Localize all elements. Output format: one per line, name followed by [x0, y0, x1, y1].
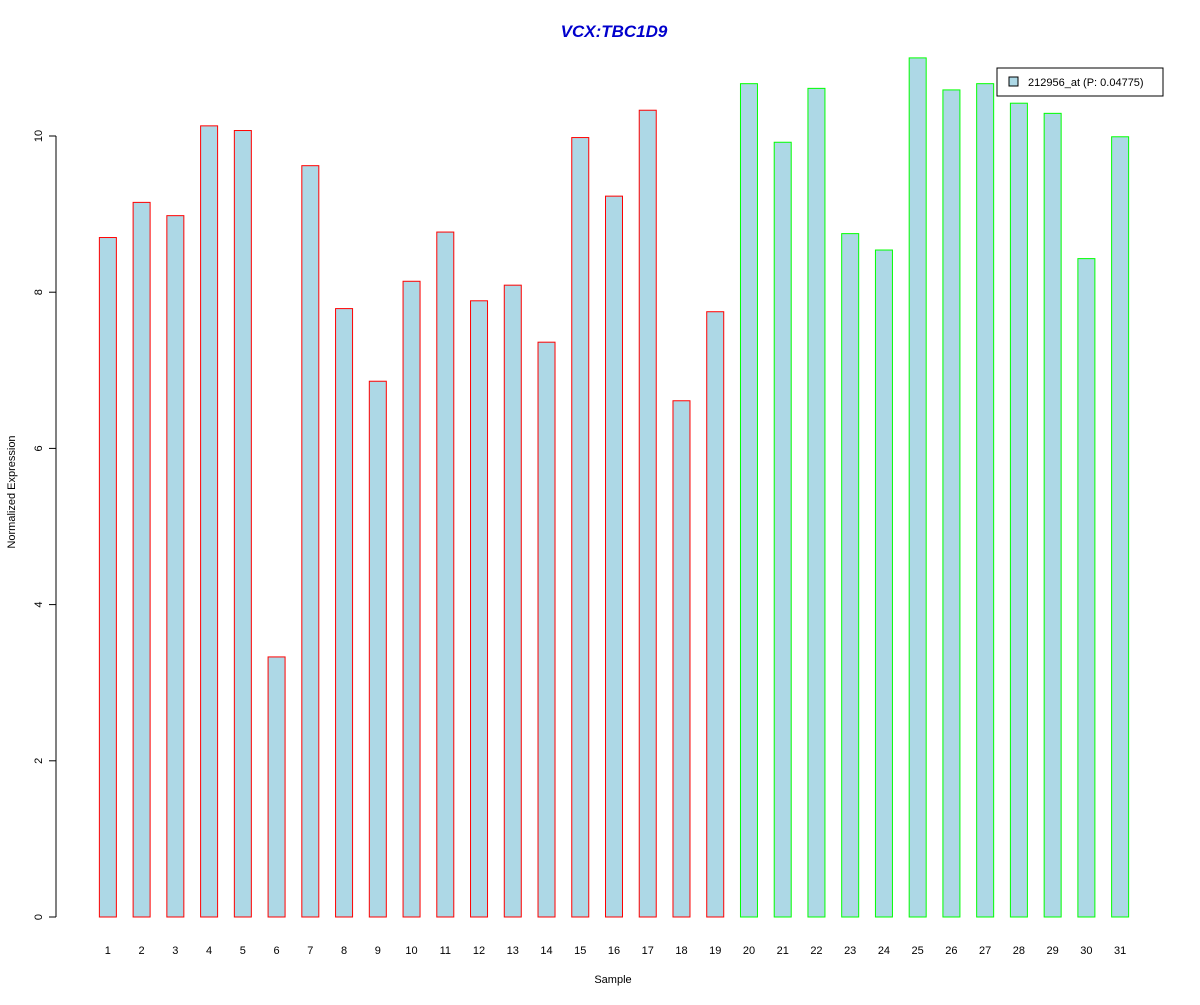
x-tick-label: 24 — [878, 945, 890, 957]
bar-sample-8 — [335, 308, 354, 918]
y-tick-label: 0 — [33, 914, 45, 920]
x-tick-label: 13 — [507, 945, 519, 957]
bar-sample-12 — [470, 300, 489, 918]
x-tick-label: 28 — [1013, 945, 1025, 957]
x-tick-label: 19 — [709, 945, 721, 957]
legend: 212956_at (P: 0.04775) — [996, 67, 1164, 97]
y-tick-label: 4 — [33, 602, 45, 608]
bar-sample-31 — [1111, 136, 1130, 918]
x-tick-label: 20 — [743, 945, 755, 957]
bar-sample-6 — [267, 656, 286, 918]
bar-sample-27 — [976, 83, 995, 918]
y-tick-label: 2 — [33, 758, 45, 764]
bars-group — [98, 57, 1130, 918]
y-axis-label: Normalized Expression — [6, 435, 18, 548]
bar-sample-14 — [537, 341, 556, 918]
x-tick-label: 22 — [810, 945, 822, 957]
x-tick-label: 3 — [172, 945, 178, 957]
x-tick-label: 9 — [375, 945, 381, 957]
bar-sample-24 — [874, 249, 893, 918]
bar-sample-25 — [908, 57, 927, 918]
x-tick-label: 10 — [405, 945, 417, 957]
x-tick-label: 18 — [675, 945, 687, 957]
bar-sample-29 — [1043, 112, 1062, 918]
y-tick-label: 6 — [33, 445, 45, 451]
x-tick-label: 11 — [440, 945, 451, 957]
bar-sample-21 — [773, 141, 792, 918]
x-tick-label: 7 — [307, 945, 313, 957]
x-tick-label: 17 — [642, 945, 654, 957]
bar-sample-15 — [571, 137, 590, 918]
bar-sample-18 — [672, 400, 691, 918]
legend-box — [996, 67, 1164, 97]
x-tick-label: 8 — [341, 945, 347, 957]
x-tick-label: 4 — [206, 945, 212, 957]
x-axis-label: Sample — [594, 974, 631, 986]
x-tick-label: 12 — [473, 945, 485, 957]
bar-sample-4 — [200, 125, 219, 918]
bar-sample-23 — [841, 233, 860, 918]
bar-sample-9 — [368, 380, 387, 918]
bar-sample-28 — [1009, 102, 1028, 918]
y-tick-label: 8 — [33, 289, 45, 295]
x-tick-label: 27 — [979, 945, 991, 957]
x-tick-label: 6 — [274, 945, 280, 957]
bar-sample-20 — [739, 83, 758, 918]
x-tick-label: 31 — [1114, 945, 1126, 957]
bar-sample-11 — [436, 231, 455, 918]
y-axis: 0 2 4 6 8 10 — [33, 130, 57, 920]
x-tick-label: 5 — [240, 945, 246, 957]
x-tick-label: 23 — [844, 945, 856, 957]
bar-sample-2 — [132, 201, 151, 918]
y-tick-label: 10 — [33, 130, 45, 142]
x-tick-label: 29 — [1047, 945, 1059, 957]
bar-sample-17 — [638, 109, 657, 918]
bar-sample-30 — [1077, 258, 1096, 918]
x-tick-label: 1 — [105, 945, 111, 957]
bar-sample-16 — [605, 195, 623, 918]
x-tick-label: 21 — [777, 945, 789, 957]
bar-sample-10 — [402, 280, 421, 918]
bar-sample-5 — [233, 130, 252, 918]
x-axis: 1 2 3 4 5 6 7 8 9 10 11 12 13 14 15 16 17 18 19 20 21 22 23 24 2… — [105, 945, 1126, 957]
legend-swatch — [1008, 76, 1019, 87]
bar-sample-3 — [166, 215, 185, 918]
bar-sample-1 — [98, 237, 117, 918]
bar-sample-26 — [942, 89, 961, 918]
bar-sample-19 — [706, 311, 725, 918]
bar-sample-13 — [503, 284, 522, 918]
x-tick-label: 30 — [1080, 945, 1092, 957]
x-tick-label: 16 — [608, 945, 620, 957]
x-tick-label: 2 — [139, 945, 145, 957]
bar-sample-22 — [807, 87, 826, 918]
bar-sample-7 — [301, 165, 320, 918]
x-tick-label: 26 — [945, 945, 957, 957]
x-tick-label: 14 — [540, 945, 552, 957]
legend-series-label: 212956_at (P: 0.04775) — [1028, 77, 1144, 89]
chart-title: VCX:TBC1D9 — [561, 22, 668, 41]
x-tick-label: 15 — [574, 945, 586, 957]
x-tick-label: 25 — [912, 945, 924, 957]
